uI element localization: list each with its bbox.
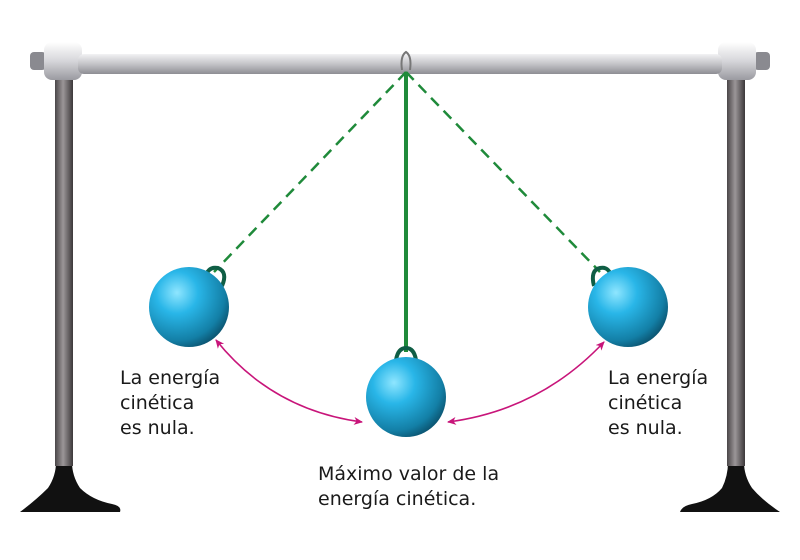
label-right-line-2: cinética [608, 392, 683, 414]
arrow-right [447, 341, 605, 425]
ball-right [588, 265, 668, 347]
left-knob [30, 52, 46, 70]
label-left-line-2: cinética [120, 392, 195, 414]
ball-left [149, 265, 229, 347]
label-left-kinetic-zero: La energía cinética es nula. [120, 366, 220, 441]
label-right-kinetic-zero: La energía cinética es nula. [608, 366, 708, 441]
right-pole [727, 74, 745, 466]
label-center-line-2: energía cinética. [318, 488, 477, 510]
right-base [680, 462, 780, 512]
arrow-left [215, 339, 363, 425]
right-cap [718, 42, 756, 80]
pivot-loop [400, 50, 412, 71]
ball-center-loop [394, 345, 418, 361]
label-center-kinetic-max: Máximo valor de la energía cinética. [318, 462, 499, 512]
string-left-dashed [213, 71, 407, 273]
left-base [20, 462, 121, 512]
ball-center [366, 345, 446, 437]
left-stand [20, 42, 121, 512]
right-stand [680, 42, 780, 512]
top-bar [78, 54, 722, 74]
label-left-line-1: La energía [120, 367, 221, 389]
string-right-dashed [405, 71, 601, 273]
right-knob [754, 52, 770, 70]
label-right-line-3: es nula. [608, 417, 683, 439]
label-center-line-1: Máximo valor de la [318, 463, 500, 485]
label-right-line-1: La energía [608, 367, 709, 389]
left-pole [55, 74, 73, 466]
label-left-line-3: es nula. [120, 417, 195, 439]
left-cap [44, 42, 82, 80]
